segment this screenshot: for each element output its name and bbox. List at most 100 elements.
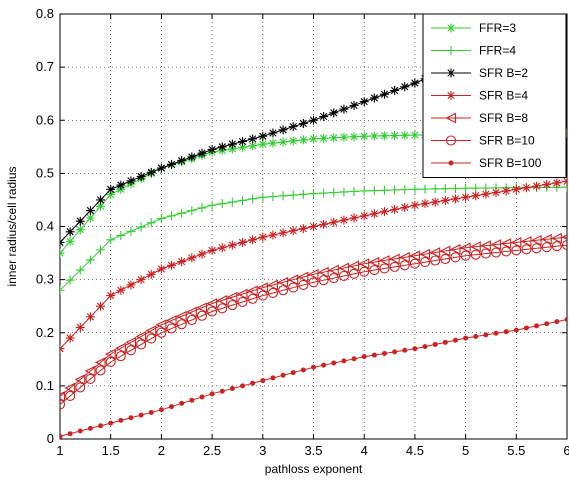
data-point (298, 189, 308, 199)
data-point (96, 245, 106, 255)
data-point (278, 228, 288, 238)
legend-label: SFR B=2 (479, 66, 528, 80)
data-point (379, 131, 389, 141)
data-point (399, 260, 410, 271)
data-point (412, 346, 418, 352)
data-point (105, 356, 116, 368)
data-point (248, 141, 258, 151)
data-point (520, 235, 532, 247)
data-point (440, 253, 451, 264)
legend-entry: SFR B=2 (431, 66, 528, 80)
data-point (238, 237, 248, 247)
data-point (238, 195, 248, 205)
y-tick-label: 0.5 (36, 165, 54, 180)
data-point (95, 365, 106, 376)
data-point (85, 312, 95, 322)
data-point (65, 333, 75, 343)
data-point (288, 122, 298, 132)
data-point (390, 185, 400, 195)
data-point (74, 374, 86, 385)
series-sfr-b-100 (60, 316, 567, 439)
x-tick-label: 4 (361, 443, 368, 458)
data-point (207, 144, 217, 154)
data-point (460, 250, 471, 261)
data-point (388, 253, 400, 265)
data-point (136, 222, 146, 232)
data-point (77, 428, 83, 434)
data-point (278, 285, 289, 296)
data-point (419, 257, 431, 268)
data-point (257, 282, 268, 293)
data-point (227, 144, 237, 154)
data-point (329, 108, 339, 118)
data-point (389, 261, 400, 272)
data-point (551, 232, 562, 244)
data-point (319, 133, 329, 143)
data-point (390, 205, 400, 214)
data-point (490, 239, 502, 250)
data-point (319, 112, 329, 122)
data-point (165, 315, 177, 326)
legend-marker (445, 135, 457, 146)
data-point (125, 336, 137, 348)
data-point (257, 290, 268, 301)
data-point (125, 345, 137, 356)
data-point (400, 130, 410, 140)
data-point (207, 306, 218, 317)
data-point (317, 266, 329, 278)
data-point (359, 211, 369, 221)
data-point (544, 321, 550, 327)
legend-label: SFR B=10 (479, 134, 535, 148)
data-point (75, 216, 85, 226)
data-point (126, 176, 136, 186)
data-point (106, 291, 116, 301)
data-point (399, 251, 410, 263)
data-point (439, 245, 451, 257)
data-point (298, 118, 308, 128)
data-point (329, 217, 339, 227)
data-point (452, 337, 458, 343)
data-point (85, 373, 96, 385)
data-point (429, 247, 441, 258)
data-point (75, 265, 85, 275)
data-point (146, 218, 156, 228)
data-point (226, 291, 238, 303)
data-point (288, 136, 298, 146)
data-point (450, 252, 461, 263)
x-tick-label: 5.5 (507, 443, 525, 458)
legend-entry: FFR=4 (431, 44, 516, 58)
data-point (561, 240, 567, 251)
data-point (278, 137, 288, 147)
data-point (156, 214, 166, 224)
series-ffr-4 (60, 182, 567, 295)
data-point (136, 172, 146, 182)
legend-marker (446, 68, 456, 78)
data-point (430, 197, 440, 207)
data-point (339, 187, 349, 197)
data-point (562, 182, 567, 192)
data-point (491, 188, 501, 197)
data-point (298, 279, 309, 290)
data-point (209, 391, 215, 397)
data-point (108, 420, 114, 426)
data-point (551, 241, 562, 252)
data-point (85, 255, 95, 265)
data-point (126, 280, 136, 290)
data-point (483, 332, 489, 338)
data-point (432, 341, 438, 347)
data-point (319, 219, 329, 229)
data-point (381, 350, 387, 356)
data-point (542, 180, 552, 190)
data-point (288, 190, 298, 200)
data-point (351, 356, 357, 362)
data-point (359, 97, 369, 107)
data-point (440, 195, 450, 205)
legend-marker (446, 23, 456, 33)
legend-entry: FFR=3 (431, 21, 516, 35)
data-point (288, 226, 298, 236)
data-point (309, 115, 318, 125)
data-point (156, 327, 167, 338)
y-tick-label: 0.1 (36, 378, 54, 393)
data-point (219, 388, 225, 394)
data-point (187, 253, 197, 263)
